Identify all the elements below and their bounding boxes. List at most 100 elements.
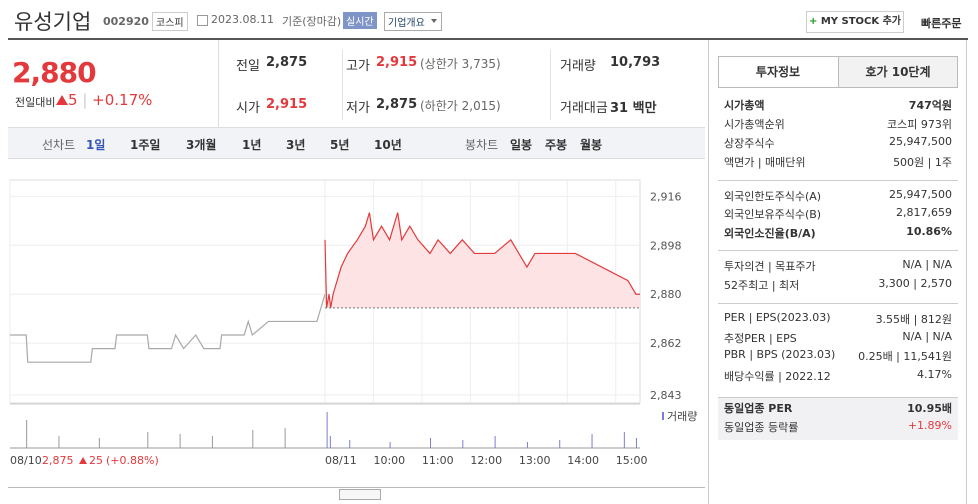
info-value: 25,947,500 [889, 188, 952, 201]
tab[interactable]: 3년 [286, 138, 306, 152]
volume-bar [389, 442, 391, 448]
y-tick-label: 2,862 [650, 337, 682, 350]
volume-bar [494, 436, 496, 448]
info-tab[interactable]: 투자정보 [755, 65, 801, 79]
info-value: N/A | N/A [902, 258, 952, 271]
quote-value: 2,915 [376, 55, 418, 70]
tab[interactable]: 일봉 [510, 138, 533, 152]
stock-name: 유성기업 [14, 10, 92, 34]
info-label: 액면가 | 매매단위 [724, 156, 806, 169]
volume-bar [559, 440, 561, 448]
volume-legend: 거래량 [667, 410, 697, 423]
info-label: 동일업종 등락률 [724, 421, 799, 434]
tab[interactable]: 1주일 [130, 138, 161, 152]
realtime-button[interactable]: 실시간 [343, 12, 377, 29]
info-label: 배당수익률 | 2022.12 [724, 370, 831, 383]
x-tick-label: 12:00 [470, 454, 502, 467]
prev-rate: (+0.88%) [106, 454, 159, 467]
quote-value: 2,875 [266, 55, 308, 70]
info-label: 52주최고 | 최저 [724, 279, 800, 292]
info-label: 시가총액순위 [724, 118, 785, 131]
y-tick-label: 2,843 [650, 389, 682, 402]
change: 5 | +0.17% [56, 91, 152, 109]
quote-value: 31 백만 [610, 101, 657, 116]
volume-bar [526, 442, 528, 448]
divider [218, 40, 219, 128]
volume-bar [430, 438, 431, 448]
volume-bar [623, 432, 625, 448]
tab[interactable]: 5년 [330, 138, 350, 152]
quote-value: 2,915 [266, 97, 308, 112]
volume-legend-swatch [662, 412, 664, 420]
basis: 기준(장마감) [282, 15, 342, 28]
plus-icon: + [808, 16, 821, 27]
info-value: N/A | N/A [902, 330, 952, 343]
section-rule [718, 303, 958, 304]
price-line [324, 212, 640, 308]
prev-close: 2,875 [42, 454, 74, 467]
change-label: 전일대비 [15, 96, 56, 109]
volume-bar [349, 440, 351, 448]
info-label: 외국인한도주식수(A) [724, 190, 822, 203]
volume-bar [284, 428, 286, 448]
quote-label: 전일 [236, 59, 260, 74]
up-icon [56, 95, 68, 105]
sector-bg [718, 398, 958, 440]
prev-change: 25 [89, 454, 103, 467]
toggle-button[interactable] [339, 489, 381, 500]
stock-code: 002920 [103, 15, 149, 28]
volume-bar [58, 436, 60, 448]
tab-label: 선차트 [42, 138, 76, 152]
quote-label: 시가 [236, 101, 260, 116]
tab[interactable]: 주봉 [545, 138, 568, 152]
chart-bottom-rule [8, 487, 705, 488]
volume-bar [252, 430, 254, 448]
volume-bar [329, 436, 331, 448]
volume-bar [591, 434, 593, 448]
tab[interactable]: 1년 [242, 138, 262, 152]
quote-note: (하한가 2,015) [420, 99, 501, 113]
volume-bar [98, 438, 100, 448]
current-price: 2,880 [12, 56, 97, 89]
volume-bar [211, 436, 213, 448]
info-label: PER | EPS(2023.03) [724, 311, 831, 324]
sep [550, 50, 551, 120]
panel-border [966, 40, 967, 504]
info-tab[interactable]: 호가 10단계 [865, 65, 931, 79]
quick-order[interactable]: 빠른주문 [921, 17, 962, 30]
x-tick-label: 08/11 [325, 454, 357, 467]
info-value: +1.89% [907, 419, 952, 432]
info-value: 10.95배 [907, 402, 952, 415]
mystock-text: MY STOCK 추가 [820, 16, 902, 27]
current-price-text: 2,880 [12, 56, 97, 89]
change-rate: +0.17% [92, 91, 153, 109]
info-value: 10.86% [906, 225, 952, 238]
info-value: 4.17% [917, 368, 952, 381]
tab-label: 봉차트 [465, 138, 499, 152]
volume-bar [147, 432, 149, 448]
info-value: 2,817,659 [896, 206, 952, 219]
info-value: 3.55배 | 812원 [875, 313, 952, 326]
section-rule [718, 250, 958, 251]
x-tick-label: 14:00 [567, 454, 599, 467]
info-label: 투자의견 | 목표주가 [724, 260, 816, 273]
volume-bar [635, 438, 637, 448]
overview-select[interactable]: 기업개요 [384, 12, 442, 31]
info-label: 외국인소진율(B/A) [724, 227, 816, 240]
tab[interactable]: 10년 [374, 138, 402, 152]
tab[interactable]: 3개월 [186, 138, 217, 152]
info-tab-active [718, 56, 839, 87]
caret [430, 19, 437, 23]
quote-note: (상한가 3,735) [420, 57, 501, 71]
info-label: 외국인보유주식수(B) [724, 208, 822, 221]
mystock-button[interactable]: + MY STOCK 추가 [806, 11, 904, 33]
tab[interactable]: 월봉 [580, 138, 603, 152]
info-label: 동일업종 PER [724, 402, 793, 415]
price-line [10, 294, 326, 363]
tab[interactable]: 1일 [86, 138, 106, 152]
info-label: 추정PER | EPS [724, 332, 797, 345]
header-rule [8, 38, 968, 40]
info-label: PBR | BPS (2023.03) [724, 348, 836, 361]
volume-bar [26, 420, 28, 448]
